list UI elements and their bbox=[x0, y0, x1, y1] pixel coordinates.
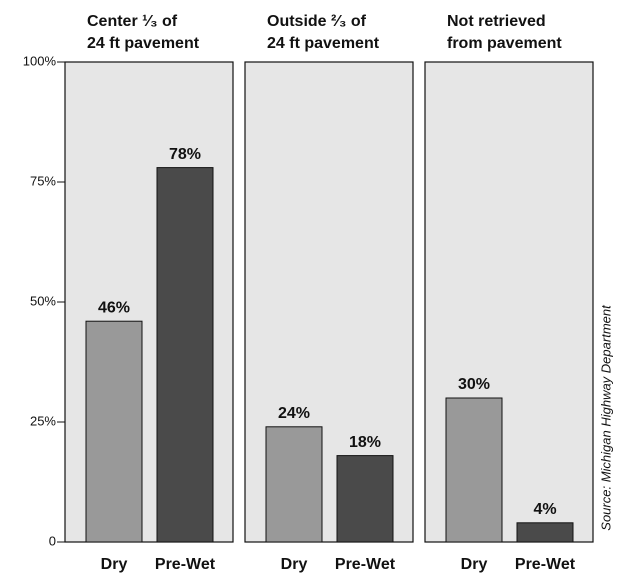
y-tick-label: 50% bbox=[30, 293, 56, 308]
panel-title: 24 ft pavement bbox=[87, 35, 200, 52]
panel-title: 24 ft pavement bbox=[267, 35, 380, 52]
y-tick-label: 25% bbox=[30, 413, 56, 428]
x-tick-label: Dry bbox=[101, 556, 128, 573]
panel-title: Not retrieved bbox=[447, 13, 546, 30]
y-tick-label: 0 bbox=[49, 533, 56, 548]
value-label: 24% bbox=[278, 405, 310, 422]
bar bbox=[85, 320, 143, 543]
panel-title: from pavement bbox=[447, 35, 562, 52]
value-label: 78% bbox=[169, 146, 201, 163]
panel-title: Center ¹⁄₃ of bbox=[87, 13, 178, 30]
x-tick-label: Pre-Wet bbox=[155, 556, 216, 573]
x-tick-label: Pre-Wet bbox=[515, 556, 576, 573]
source: Source: Michigan Highway Department bbox=[598, 304, 613, 531]
bar bbox=[445, 397, 503, 543]
x-tick-label: Pre-Wet bbox=[335, 556, 396, 573]
bar bbox=[336, 455, 394, 543]
bar bbox=[156, 167, 214, 543]
value-label: 18% bbox=[349, 434, 381, 451]
bar bbox=[516, 522, 574, 543]
y-tick-label: 75% bbox=[30, 173, 56, 188]
panel-title: Outside ²⁄₃ of bbox=[267, 13, 367, 30]
x-tick-label: Dry bbox=[461, 556, 488, 573]
x-tick-label: Dry bbox=[281, 556, 308, 573]
bar bbox=[265, 426, 323, 543]
value-label: 4% bbox=[533, 501, 556, 518]
y-tick-label: 100% bbox=[23, 53, 57, 68]
value-label: 46% bbox=[98, 299, 130, 316]
value-label: 30% bbox=[458, 376, 490, 393]
